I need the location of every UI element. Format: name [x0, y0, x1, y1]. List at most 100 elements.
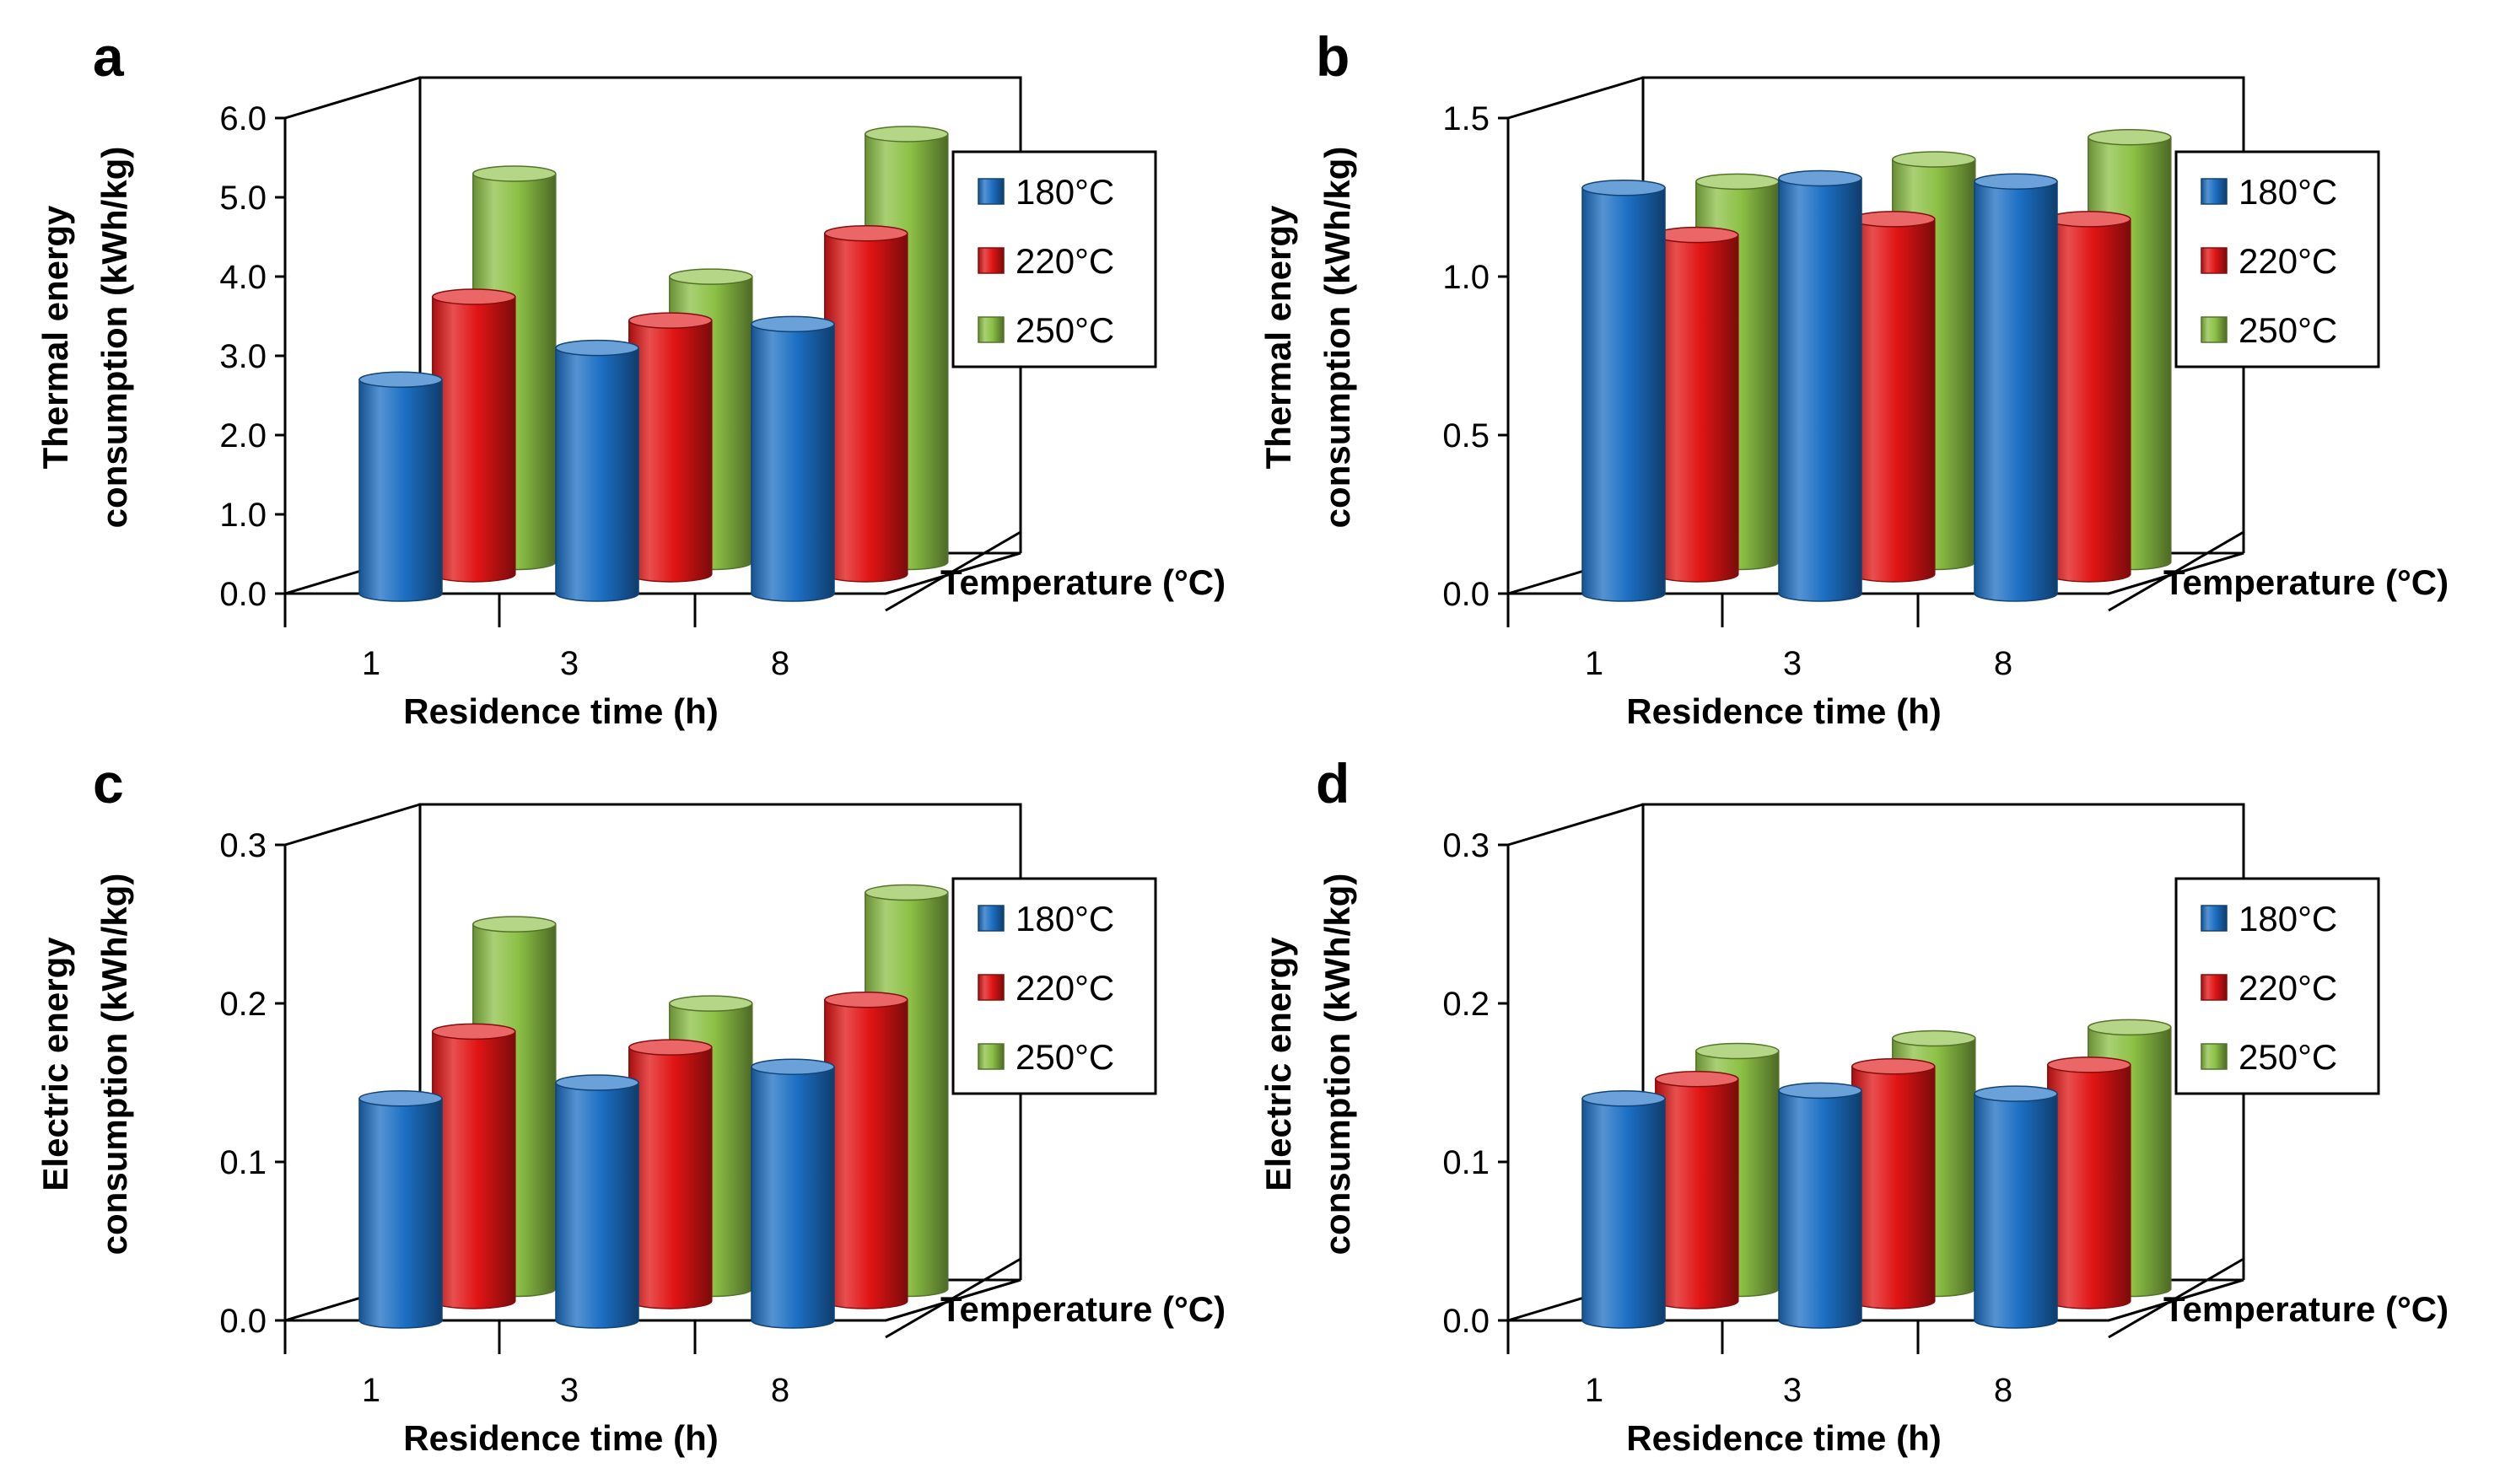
y-axis-title-line2: consumption (kWh/kg)	[1317, 874, 1357, 1255]
bar-b-180-3	[1778, 177, 1862, 602]
z-axis-edge	[885, 530, 1021, 612]
bar-top	[2047, 211, 2131, 228]
bar-d-180-8	[1974, 1093, 2058, 1329]
bar-top	[1695, 173, 1780, 191]
y-axis-title: Electric energy consumption (kWh/kg)	[35, 874, 134, 1255]
z-axis-edge	[885, 1257, 1021, 1339]
legend-label: 220°C	[2239, 241, 2337, 281]
y-tick-label: 3.0	[219, 338, 267, 375]
panel-label: c	[93, 752, 124, 815]
x-tick-label: 3	[1783, 1372, 1802, 1409]
bar-b-220-3	[1851, 218, 1936, 583]
z-axis-title: Temperature (°C)	[2163, 1289, 2449, 1329]
bar-c-220-1	[432, 1030, 516, 1309]
legend-label: 250°C	[1016, 1037, 1114, 1077]
legend: 180°C 220°C 250°C	[2174, 150, 2380, 368]
bar-d-220-8	[2047, 1064, 2131, 1309]
bar-top	[751, 315, 835, 333]
legend-label: 180°C	[1016, 172, 1114, 212]
z-axis-line	[2108, 1278, 2244, 1322]
y-axis-title-line2: consumption (kWh/kg)	[94, 874, 134, 1255]
x-tick-label: 8	[1994, 1372, 2012, 1409]
z-axis-title: Temperature (°C)	[940, 1289, 1226, 1329]
z-axis-line	[2108, 551, 2244, 595]
legend-swatch	[2201, 905, 2228, 932]
x-axis-title: Residence time (h)	[1626, 1418, 1941, 1458]
y-tick-label: 6.0	[219, 100, 267, 137]
bar-top	[358, 1090, 443, 1107]
x-tick-label: 3	[1783, 645, 1802, 682]
legend: 180°C 220°C 250°C	[2174, 877, 2380, 1095]
legend-swatch	[2201, 316, 2228, 343]
bar-top	[669, 268, 753, 285]
bar-c-220-8	[824, 999, 908, 1309]
y-tick-label: 1.0	[219, 497, 267, 534]
y-tick-label: 1.5	[1442, 100, 1490, 137]
chart-panel-d: 0.0 0.1 0.2 0.3 1 3 8 Residence time (h) Tempera…	[1258, 752, 2449, 1458]
y-axis-title: Thermal energy consumption (kWh/kg)	[35, 147, 134, 529]
y-tick-label: 0.0	[219, 1303, 267, 1340]
bar-d-180-1	[1581, 1098, 1666, 1329]
y-tick-label: 0.2	[219, 986, 267, 1023]
x-tick-label: 3	[560, 645, 579, 682]
legend-label: 220°C	[1016, 241, 1114, 281]
bar-c-180-8	[751, 1066, 835, 1329]
legend-label: 220°C	[2239, 968, 2337, 1008]
y-tick-label: 0.1	[1442, 1144, 1490, 1181]
chart-panel-b: 0.0 0.5 1.0 1.5 1 3 8 Residence time (h) Tempera…	[1258, 25, 2449, 731]
bar-a-180-1	[358, 379, 443, 602]
panel-label: b	[1316, 25, 1350, 88]
bar-top	[1695, 1042, 1780, 1060]
bar-c-180-3	[555, 1082, 639, 1329]
bar-b-180-8	[1974, 180, 2058, 602]
legend-swatch	[2201, 1043, 2228, 1070]
bar-a-220-1	[432, 296, 516, 583]
z-axis-edge	[2108, 530, 2244, 612]
bar-top	[358, 371, 443, 388]
legend-swatch	[978, 247, 1005, 274]
y-axis-title-line2: consumption (kWh/kg)	[94, 147, 134, 529]
bar-b-220-8	[2047, 218, 2131, 583]
y-tick-label: 1.0	[1442, 259, 1490, 296]
left-wall-top-edge	[1507, 76, 1644, 120]
bar-top	[1581, 179, 1666, 196]
bar-top	[2088, 128, 2172, 146]
bar-top	[555, 1074, 639, 1091]
y-axis-title-line1: Electric energy	[1258, 937, 1298, 1191]
bar-top	[1974, 1085, 2058, 1102]
bar-top	[1892, 151, 1976, 168]
legend: 180°C 220°C 250°C	[951, 877, 1157, 1095]
y-axis-title-line2: consumption (kWh/kg)	[1317, 147, 1357, 529]
bar-top	[472, 165, 557, 182]
bar-top	[1581, 1090, 1666, 1107]
bar-top	[472, 916, 557, 933]
chart-panel-c: 0.0 0.1 0.2 0.3 1 3 8 Residence time (h) Tempera…	[35, 752, 1226, 1458]
bar-top	[1851, 1057, 1936, 1075]
bar-b-180-1	[1581, 186, 1666, 602]
z-axis-line	[885, 551, 1021, 595]
x-tick-label: 8	[1994, 645, 2012, 682]
x-tick-label: 1	[362, 1372, 380, 1409]
legend-label: 250°C	[2239, 310, 2337, 350]
z-axis-title: Temperature (°C)	[2163, 562, 2449, 602]
z-axis-title: Temperature (°C)	[940, 562, 1226, 602]
y-tick-label: 0.0	[1442, 1303, 1490, 1340]
legend-label: 180°C	[2239, 172, 2337, 212]
legend-label: 180°C	[2239, 899, 2337, 938]
legend-swatch	[978, 974, 1005, 1001]
left-wall-top-edge	[1507, 803, 1644, 847]
y-tick-label: 0.0	[219, 576, 267, 613]
panel-label: a	[93, 25, 125, 88]
bar-top	[628, 1039, 713, 1056]
bar-top	[751, 1058, 835, 1075]
legend-swatch	[2201, 178, 2228, 205]
bar-top	[628, 312, 713, 329]
x-tick-label: 8	[771, 1372, 789, 1409]
y-axis-title-line1: Thermal energy	[35, 205, 75, 469]
legend: 180°C 220°C 250°C	[951, 150, 1157, 368]
legend-swatch	[2201, 247, 2228, 274]
bar-top	[824, 992, 908, 1008]
y-tick-label: 0.0	[1442, 576, 1490, 613]
bar-a-220-8	[824, 233, 908, 583]
